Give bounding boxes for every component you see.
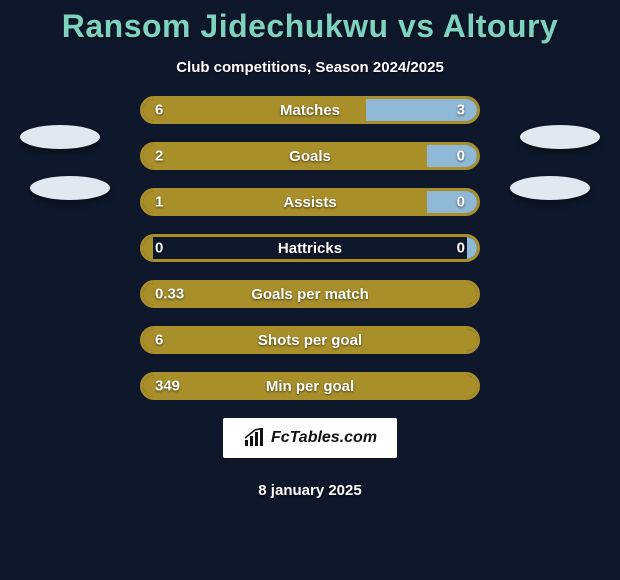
stat-row: 6 Shots per goal xyxy=(140,326,480,354)
stat-value-right: 3 xyxy=(457,102,465,119)
date-text: 8 january 2025 xyxy=(0,482,620,499)
stat-value-left: 1 xyxy=(155,194,163,211)
stat-value-left: 0.33 xyxy=(155,286,184,303)
stat-label: Goals per match xyxy=(251,286,369,303)
stat-value-left: 2 xyxy=(155,148,163,165)
stat-label: Assists xyxy=(283,194,336,211)
stat-value-left: 6 xyxy=(155,332,163,349)
stat-right-fill xyxy=(427,145,477,167)
stat-row: 349 Min per goal xyxy=(140,372,480,400)
stat-label: Hattricks xyxy=(278,240,342,257)
stat-label: Shots per goal xyxy=(258,332,362,349)
stat-row: 2 0 Goals xyxy=(140,142,480,170)
stat-row: 0.33 Goals per match xyxy=(140,280,480,308)
bar-chart-icon xyxy=(243,428,267,448)
badge-text: FcTables.com xyxy=(271,429,377,447)
stat-value-right: 0 xyxy=(457,194,465,211)
stat-label: Matches xyxy=(280,102,340,119)
stat-value-left: 6 xyxy=(155,102,163,119)
fctables-badge[interactable]: FcTables.com xyxy=(223,418,397,458)
stat-value-left: 349 xyxy=(155,378,180,395)
stat-left-fill xyxy=(143,237,153,259)
stat-value-right: 0 xyxy=(457,240,465,257)
stat-right-fill xyxy=(467,237,477,259)
stat-value-right: 0 xyxy=(457,148,465,165)
stat-value-left: 0 xyxy=(155,240,163,257)
comparison-bars: 6 3 Matches 2 0 Goals 1 0 Assists 0 0 Hattricks 0.33… xyxy=(0,96,620,400)
stat-row: 6 3 Matches xyxy=(140,96,480,124)
stat-left-fill xyxy=(143,145,427,167)
subtitle: Club competitions, Season 2024/2025 xyxy=(0,59,620,76)
stat-row: 0 0 Hattricks xyxy=(140,234,480,262)
stat-right-fill xyxy=(427,191,477,213)
stat-label: Goals xyxy=(289,148,331,165)
stat-row: 1 0 Assists xyxy=(140,188,480,216)
page-title: Ransom Jidechukwu vs Altoury xyxy=(0,0,620,45)
stat-label: Min per goal xyxy=(266,378,354,395)
